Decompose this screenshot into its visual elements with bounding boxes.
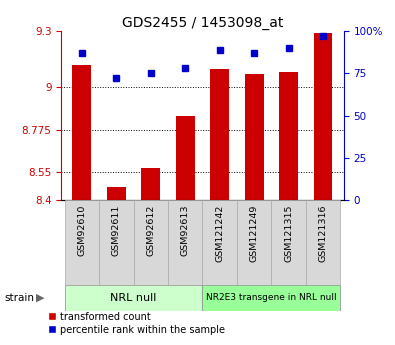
Bar <box>202 200 237 285</box>
Text: NR2E3 transgene in NRL null: NR2E3 transgene in NRL null <box>206 293 337 302</box>
Bar <box>72 65 91 200</box>
Bar <box>306 200 340 285</box>
Bar <box>176 116 195 200</box>
Text: GSM92611: GSM92611 <box>112 204 121 256</box>
Text: GSM121315: GSM121315 <box>284 204 293 262</box>
Text: GSM92612: GSM92612 <box>146 204 155 256</box>
Bar <box>314 33 333 200</box>
Bar <box>168 200 202 285</box>
Bar <box>245 74 263 200</box>
Bar <box>210 69 229 200</box>
Text: ▶: ▶ <box>36 293 45 303</box>
Bar <box>99 200 134 285</box>
Text: NRL null: NRL null <box>110 293 157 303</box>
Text: GSM92610: GSM92610 <box>77 204 87 256</box>
Text: GSM121242: GSM121242 <box>215 204 224 262</box>
Bar <box>65 200 99 285</box>
Bar <box>279 72 298 200</box>
Bar <box>134 200 168 285</box>
Text: GSM121316: GSM121316 <box>318 204 327 262</box>
Title: GDS2455 / 1453098_at: GDS2455 / 1453098_at <box>122 16 283 30</box>
Bar <box>65 285 202 310</box>
Bar <box>141 168 160 200</box>
Bar <box>107 187 126 200</box>
Text: GSM92613: GSM92613 <box>181 204 190 256</box>
Text: GSM121249: GSM121249 <box>250 204 259 262</box>
Text: strain: strain <box>4 293 34 303</box>
Bar <box>237 200 271 285</box>
Bar <box>271 200 306 285</box>
Legend: transformed count, percentile rank within the sample: transformed count, percentile rank withi… <box>44 308 229 338</box>
Bar <box>202 285 340 310</box>
